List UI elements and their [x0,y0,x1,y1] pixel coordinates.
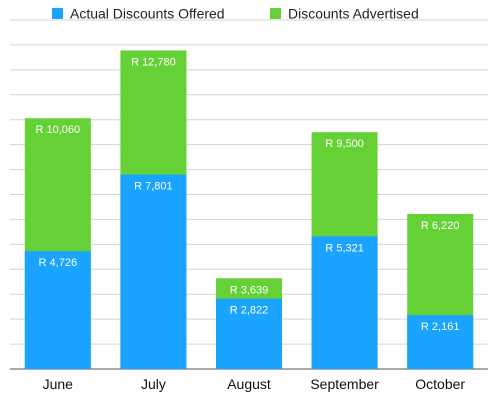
bar-actual-discounts-offered-july [120,174,187,369]
bar-actual-discounts-offered-june [24,251,91,369]
data-labels: R 10,060 R 4,726 R 12,780 R 7,801 R 3,639 R 2… [35,56,459,333]
data-label-actual-discounts-offered-august: R 2,822 [230,305,269,317]
data-label-discounts-advertised-september: R 9,500 [325,138,364,150]
data-label-discounts-advertised-august: R 3,639 [230,284,269,296]
data-label-discounts-advertised-october: R 6,220 [421,220,460,232]
data-label-actual-discounts-offered-october: R 2,161 [421,321,460,333]
bar-actual-discounts-offered-october [407,315,474,369]
x-axis-tick-labels: June July August September October [43,376,466,392]
x-tick-label-august: August [227,376,271,392]
bar-actual-discounts-offered-september [311,236,378,369]
bar-actual-discounts-offered-august [216,298,282,369]
data-label-discounts-advertised-july: R 12,780 [131,56,176,68]
data-label-discounts-advertised-june: R 10,060 [35,124,80,136]
data-label-actual-discounts-offered-june: R 4,726 [39,257,78,269]
legend-label-actual-discounts-offered: Actual Discounts Offered [70,6,225,22]
legend-label-discounts-advertised: Discounts Advertised [288,6,419,22]
data-label-actual-discounts-offered-july: R 7,801 [134,181,173,193]
x-tick-label-june: June [43,376,74,392]
legend: Actual Discounts Offered Discounts Advert… [52,6,419,22]
x-tick-label-october: October [415,376,465,392]
legend-swatch-discounts-advertised [270,8,281,19]
bars [24,50,474,370]
x-tick-label-september: September [310,376,379,392]
legend-swatch-actual-discounts-offered [52,8,63,19]
x-tick-label-july: July [141,376,166,392]
data-label-actual-discounts-offered-september: R 5,321 [325,242,364,254]
